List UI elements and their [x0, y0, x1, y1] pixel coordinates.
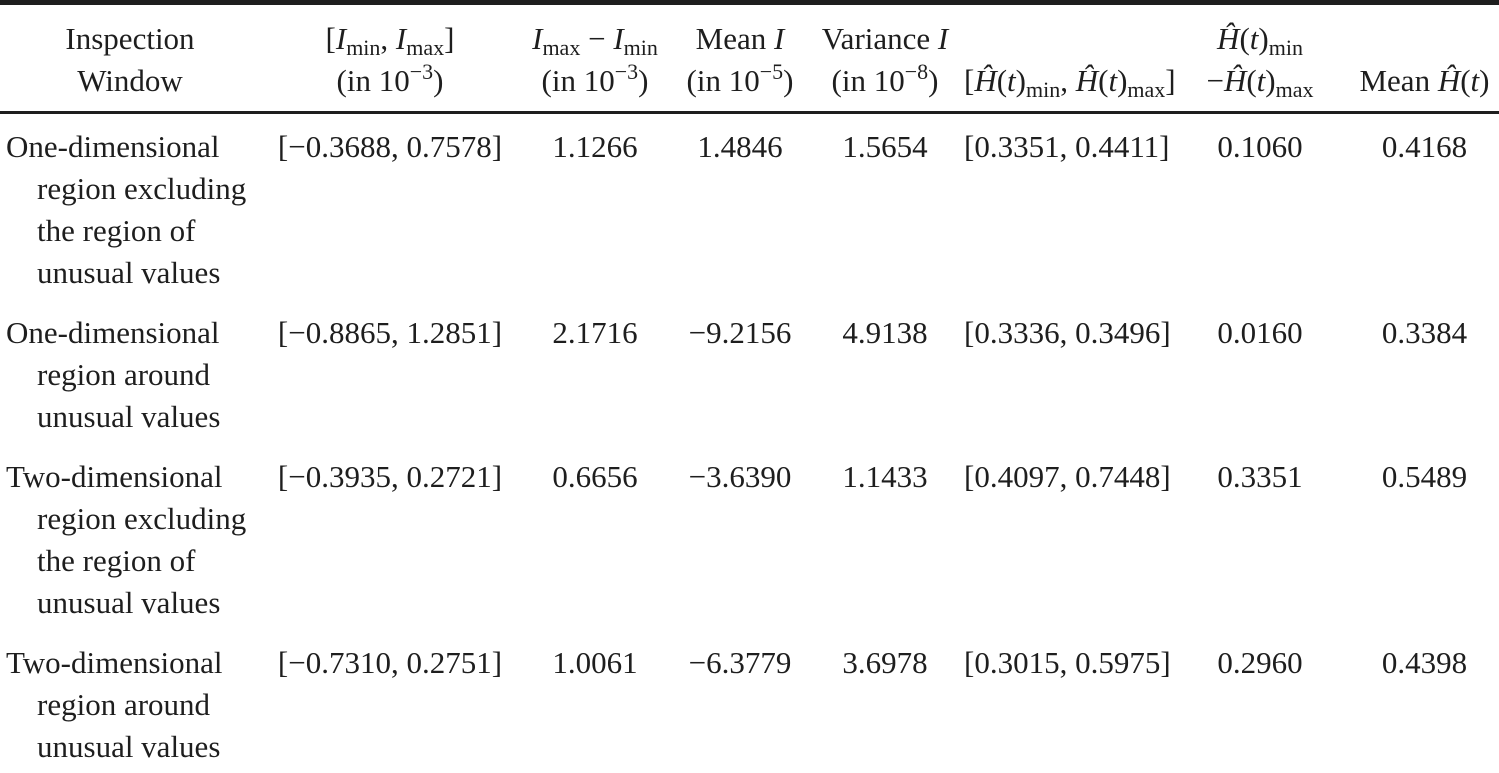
table-cell: [0.3336, 0.3496]	[964, 315, 1171, 350]
table-cell: [0.3351, 0.4411]	[964, 129, 1170, 164]
table-cell: 0.4398	[1381, 645, 1468, 680]
table-cell: −9.2156	[688, 315, 792, 350]
row-label: One-dimensional region around unusual va…	[0, 300, 260, 444]
table-cell: 0.3384	[1381, 315, 1468, 350]
row-label-line: One-dimensional	[6, 315, 220, 350]
table-cell: [−0.3935, 0.2721]	[277, 459, 503, 494]
column-header-i-mean: Mean I (in 10−5)	[670, 2, 810, 114]
row-label-line: region around	[37, 357, 211, 392]
table-body: One-dimensional region excluding the reg…	[0, 113, 1499, 773]
table-row: Two-dimensional region around unusual va…	[0, 630, 1499, 773]
table-cell: 1.5654	[842, 129, 928, 164]
row-label-line: region around	[37, 687, 211, 722]
table-row: One-dimensional region around unusual va…	[0, 300, 1499, 444]
row-label: One-dimensional region excluding the reg…	[0, 113, 260, 301]
table-row: Two-dimensional region excluding the reg…	[0, 444, 1499, 630]
table-cell: 3.6978	[842, 645, 928, 680]
table-cell: [0.4097, 0.7448]	[964, 459, 1171, 494]
table-cell: 0.4168	[1381, 129, 1468, 164]
header-line: (in 10−5)	[686, 59, 794, 99]
column-header-i-variance: Variance I (in 10−8)	[810, 2, 960, 114]
table-cell: 1.1266	[552, 129, 638, 164]
column-header-h-mean: Mean Ĥ(t)	[1350, 2, 1499, 114]
table-cell: [−0.8865, 1.2851]	[277, 315, 503, 350]
row-label-line: unusual values	[37, 585, 221, 620]
table-header: Inspection Window [Imin, Imax] (in 10−3)…	[0, 2, 1499, 114]
header-line: Ĥ(t)min	[1217, 21, 1303, 60]
row-label-line: unusual values	[37, 255, 221, 290]
table-cell: −6.3779	[688, 645, 792, 680]
table-cell: 1.1433	[842, 459, 928, 494]
row-label: Two-dimensional region excluding the reg…	[0, 444, 260, 630]
header-line: Window	[77, 63, 183, 98]
table-cell: [−0.3688, 0.7578]	[277, 129, 503, 164]
table-cell: 0.0160	[1217, 315, 1303, 350]
header-line: Variance I	[821, 21, 949, 56]
table-cell: 0.5489	[1381, 459, 1468, 494]
row-label-line: unusual values	[37, 399, 221, 434]
header-line: Inspection	[65, 21, 195, 56]
header-line: Mean Ĥ(t)	[1359, 63, 1490, 98]
row-label: Two-dimensional region around unusual va…	[0, 630, 260, 773]
table-cell: 0.3351	[1217, 459, 1303, 494]
header-line: (in 10−8)	[831, 59, 939, 99]
table-cell: 0.1060	[1217, 129, 1303, 164]
table-cell: [−0.7310, 0.2751]	[277, 645, 503, 680]
row-label-line: Two-dimensional	[6, 645, 223, 680]
table-cell: [0.3015, 0.5975]	[964, 645, 1171, 680]
table-cell: 1.4846	[697, 129, 783, 164]
column-header-h-span: Ĥ(t)min −Ĥ(t)max	[1170, 2, 1350, 114]
header-line: Imax − Imin	[532, 21, 658, 60]
column-header-i-range: [Imin, Imax] (in 10−3)	[260, 2, 520, 114]
table-cell: 0.6656	[552, 459, 638, 494]
table-cell: 2.1716	[552, 315, 638, 350]
table-cell: −3.6390	[688, 459, 792, 494]
header-line: Mean I	[695, 21, 785, 56]
table-cell: 1.0061	[552, 645, 638, 680]
row-label-line: One-dimensional	[6, 129, 220, 164]
row-label-line: region excluding	[37, 501, 247, 536]
table-cell: 0.2960	[1217, 645, 1303, 680]
header-row: Inspection Window [Imin, Imax] (in 10−3)…	[0, 2, 1499, 114]
row-label-line: the region of	[37, 213, 196, 248]
row-label-line: region excluding	[37, 171, 247, 206]
header-line: [Imin, Imax]	[325, 21, 455, 60]
header-line: (in 10−3)	[541, 59, 649, 99]
row-label-line: unusual values	[37, 729, 221, 764]
table-cell: 4.9138	[842, 315, 928, 350]
column-header-i-span: Imax − Imin (in 10−3)	[520, 2, 670, 114]
row-label-line: Two-dimensional	[6, 459, 223, 494]
column-header-h-range: [Ĥ(t)min, Ĥ(t)max]	[960, 2, 1176, 114]
table-row: One-dimensional region excluding the reg…	[0, 113, 1499, 301]
header-line: (in 10−3)	[336, 59, 444, 99]
row-label-line: the region of	[37, 543, 196, 578]
header-line: −Ĥ(t)max	[1206, 63, 1314, 102]
header-line: [Ĥ(t)min, Ĥ(t)max]	[964, 63, 1176, 102]
column-header-inspection-window: Inspection Window	[0, 2, 260, 114]
